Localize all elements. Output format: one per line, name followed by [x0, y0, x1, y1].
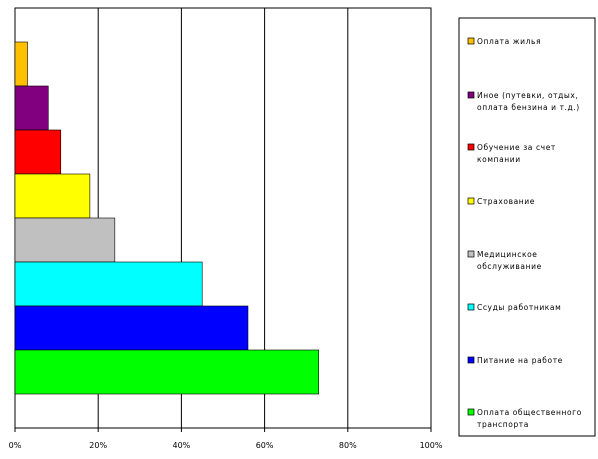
bar	[14, 217, 116, 263]
bars	[14, 41, 319, 395]
legend-label: компании	[477, 155, 521, 164]
legend-swatch	[467, 37, 475, 45]
legend-label: Обучение за счет	[477, 143, 556, 152]
bar	[14, 85, 49, 131]
x-tick-label: 20%	[89, 441, 107, 450]
legend-swatch	[467, 91, 475, 99]
legend-label: транспорта	[477, 420, 529, 429]
x-tick-label: 80%	[339, 441, 357, 450]
legend-swatch	[467, 250, 475, 258]
bar	[14, 305, 249, 351]
x-tick-label: 60%	[256, 441, 274, 450]
legend: Оплата жилья Иное (путевки, отдых, оплата …	[467, 37, 582, 429]
x-tick-label: 40%	[173, 441, 191, 450]
x-tick-label: 0%	[9, 441, 22, 450]
legend-label: Медицинское	[477, 250, 537, 259]
legend-swatch	[467, 197, 475, 205]
legend-label: Питание на работе	[477, 356, 563, 365]
legend-label: Иное (путевки, отдых,	[477, 91, 578, 100]
x-tick-label: 100%	[420, 441, 443, 450]
bar	[14, 129, 62, 175]
legend-label: Оплата жилья	[477, 37, 541, 46]
legend-swatch	[467, 356, 475, 364]
legend-swatch	[467, 143, 475, 151]
legend-label: Ссуды работникам	[477, 303, 561, 312]
legend-label: оплата бензина и т.д.)	[477, 103, 580, 112]
legend-label: Оплата общественного	[477, 408, 582, 417]
x-axis-ticks: 0% 20% 40% 60% 80% 100%	[9, 428, 443, 450]
legend-label: обслуживание	[477, 262, 542, 271]
legend-box	[458, 17, 596, 437]
bar	[14, 261, 203, 307]
legend-swatch	[467, 408, 475, 416]
bar	[14, 173, 91, 219]
legend-label: Страхование	[477, 197, 535, 206]
bar	[14, 349, 319, 395]
bar	[14, 41, 28, 87]
legend-swatch	[467, 303, 475, 311]
